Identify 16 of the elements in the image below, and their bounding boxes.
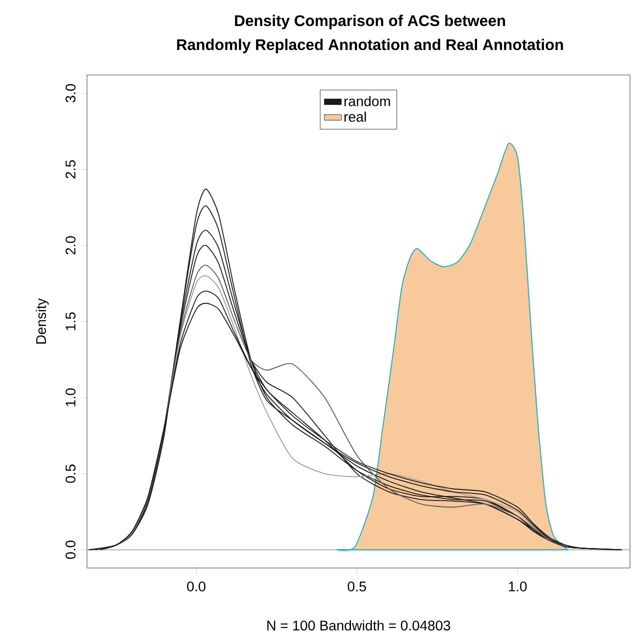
y-axis-title: Density bbox=[36, 298, 49, 344]
y-tick-label: 1.5 bbox=[66, 312, 76, 330]
y-tick-label: 2.5 bbox=[66, 160, 76, 178]
chart-title: Density Comparison of ACS between bbox=[235, 14, 506, 30]
y-tick-label: 2.0 bbox=[66, 236, 76, 254]
legend-label: random bbox=[344, 96, 390, 106]
legend-label: real bbox=[344, 112, 366, 122]
y-tick-label: 0.5 bbox=[66, 464, 76, 483]
x-tick-label: 1.0 bbox=[508, 582, 527, 592]
x-axis-title: N = 100 Bandwidth = 0.04803 bbox=[267, 620, 450, 630]
chart-subtitle: Randomly Replaced Annotation and Real Annotation bbox=[177, 38, 563, 54]
y-tick-label: 0.0 bbox=[66, 540, 76, 559]
y-tick-label: 1.0 bbox=[66, 388, 76, 406]
x-tick-label: 0.0 bbox=[187, 582, 206, 592]
y-tick-label: 3.0 bbox=[66, 84, 76, 102]
x-tick-label: 0.5 bbox=[348, 582, 366, 592]
